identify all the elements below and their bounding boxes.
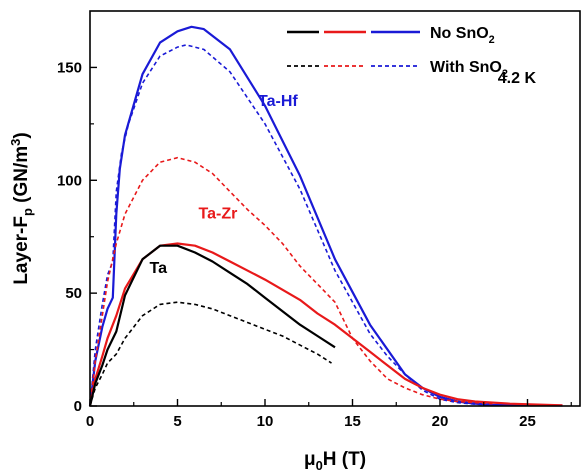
legend-label: With SnO2 (430, 59, 508, 80)
series-ta-dashed (89, 301, 332, 407)
ticks-layer: 0 5 10 15 20 25 0 50 100 150 (57, 59, 572, 430)
y-tick-label: 50 (65, 285, 82, 302)
plot-frame (89, 10, 581, 407)
annotation-ta: Ta (150, 260, 168, 277)
annotation-ta-hf: Ta-Hf (258, 93, 298, 110)
plot-area: 0 5 10 15 20 25 0 50 100 150 (57, 10, 581, 430)
series-ta-zr-dashed (89, 156, 493, 407)
series-layer (88, 25, 563, 407)
annotation-4-2-k: 4.2 K (498, 70, 537, 87)
legend-label: No SnO2 (430, 25, 495, 46)
x-tick-label: 5 (173, 413, 181, 430)
series-ta-solid (88, 244, 336, 407)
x-tick-label: 25 (519, 413, 536, 430)
series-ta-hf-dashed (89, 44, 511, 407)
legend: No SnO2 With SnO2 (287, 25, 508, 80)
y-tick-label: 0 (74, 398, 82, 415)
legend-entry-1: No SnO2 (287, 25, 495, 46)
x-tick-label: 20 (432, 413, 449, 430)
x-tick-label: 15 (344, 413, 361, 430)
y-tick-label: 150 (57, 59, 82, 76)
x-tick-label: 0 (86, 413, 94, 430)
series-ta-hf-solid (88, 25, 563, 407)
x-axis-title: μ0H (T) (304, 449, 366, 472)
y-tick-label: 100 (57, 172, 82, 189)
y-axis-title: Layer-Fp (GN/m3) (8, 132, 35, 284)
series-ta-zr-solid (88, 242, 563, 407)
annotation-ta-zr: Ta-Zr (199, 206, 238, 223)
x-tick-label: 10 (257, 413, 274, 430)
legend-entry-2: With SnO2 (287, 59, 508, 80)
annotations-layer: 4.2 K Ta-Hf Ta-Zr Ta (150, 70, 537, 277)
